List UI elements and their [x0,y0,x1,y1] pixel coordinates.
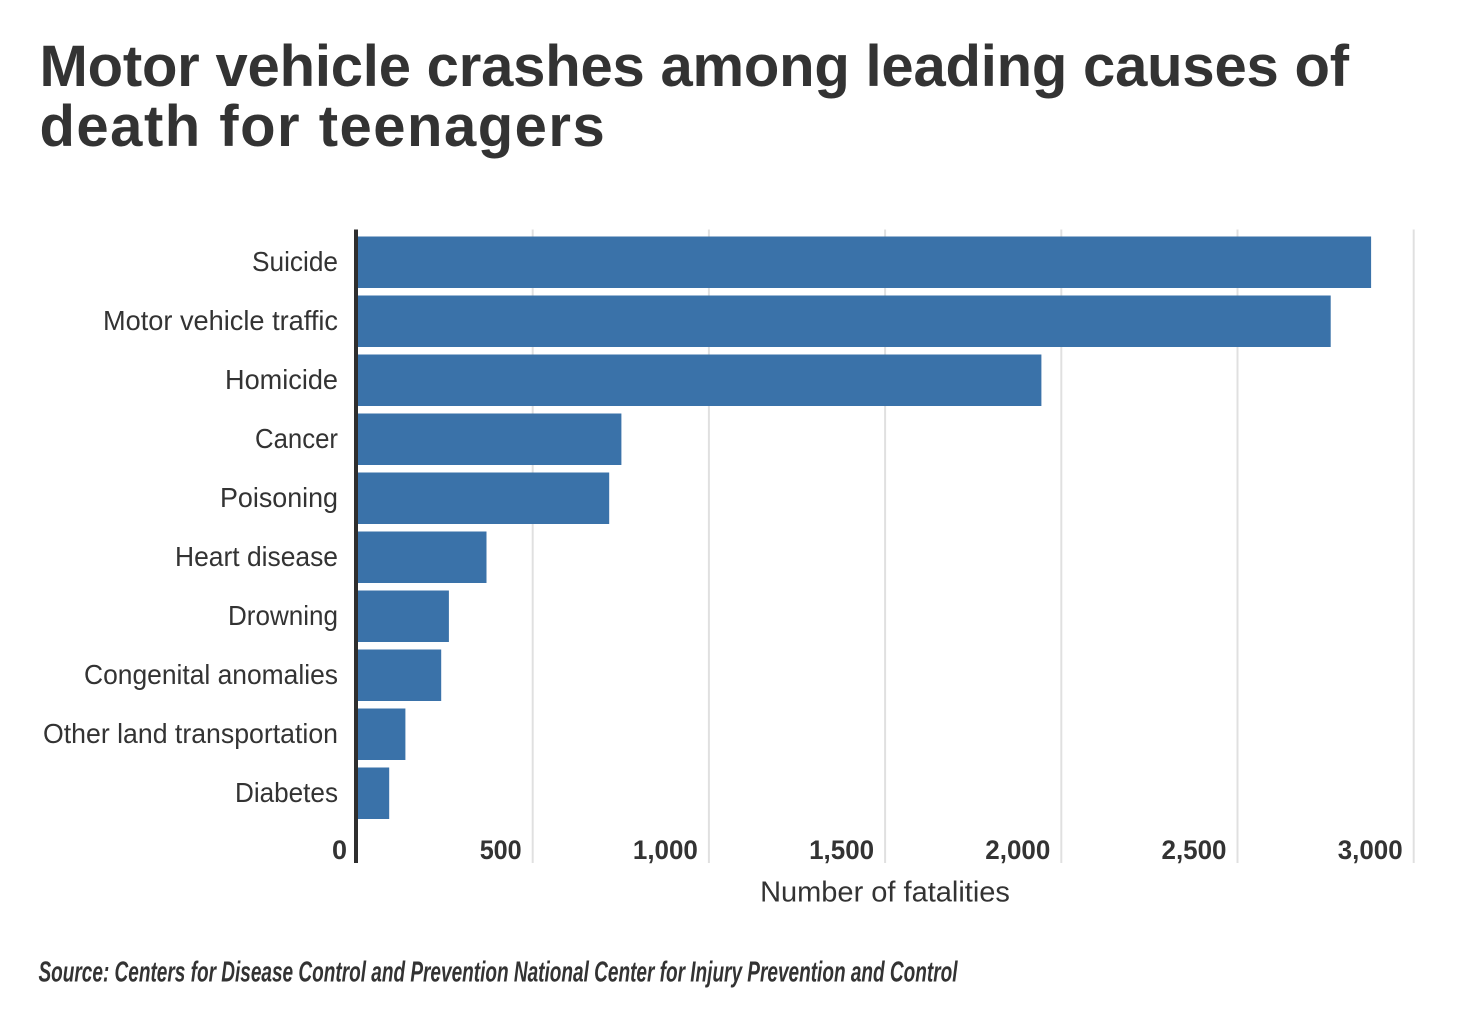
svg-text:Diabetes: Diabetes [235,777,338,808]
svg-text:1,500: 1,500 [809,835,874,865]
svg-text:Suicide: Suicide [252,246,338,277]
svg-text:death for teenagers: death for teenagers [40,94,607,159]
svg-text:Heart disease: Heart disease [175,541,338,572]
svg-text:Cancer: Cancer [255,423,338,454]
svg-text:Congenital anomalies: Congenital anomalies [84,659,338,690]
svg-text:2,000: 2,000 [985,835,1050,865]
svg-text:3,000: 3,000 [1338,835,1403,865]
svg-text:2,500: 2,500 [1162,835,1227,865]
svg-text:Motor vehicle crashes among le: Motor vehicle crashes among leading caus… [40,34,1350,99]
svg-text:Number of fatalities: Number of fatalities [760,877,1010,909]
svg-text:Motor vehicle traffic: Motor vehicle traffic [103,305,338,336]
svg-text:1,000: 1,000 [633,835,698,865]
svg-text:500: 500 [480,835,522,865]
svg-text:Drowning: Drowning [228,600,338,631]
svg-text:Homicide: Homicide [225,364,338,395]
svg-text:Source: Centers for Disease Co: Source: Centers for Disease Control and … [39,957,959,989]
svg-text:0: 0 [332,835,347,865]
svg-text:Poisoning: Poisoning [220,482,338,513]
svg-text:Other land transportation: Other land transportation [43,718,338,749]
